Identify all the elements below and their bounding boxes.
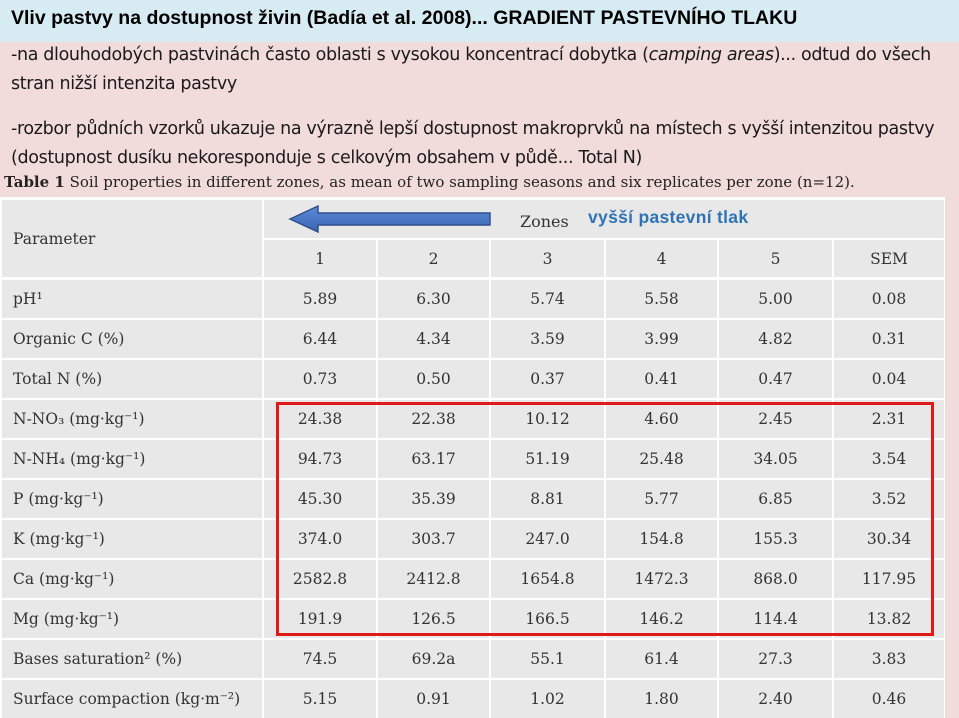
table-cell: 0.50 bbox=[378, 360, 489, 398]
row-label: Surface compaction (kg·m⁻²) bbox=[2, 680, 262, 718]
table-cell: 6.44 bbox=[264, 320, 376, 358]
table-cell: 69.2a bbox=[378, 640, 489, 678]
table-cell: 6.85 bbox=[719, 480, 832, 518]
paragraph-soil-analysis: -rozbor půdních vzorků ukazuje na výrazn… bbox=[11, 119, 935, 168]
table-cell: 374.0 bbox=[264, 520, 376, 558]
column-header: 4 bbox=[606, 240, 717, 277]
table-cell: 2.31 bbox=[834, 400, 944, 438]
table-caption: Table 1 Soil properties in different zon… bbox=[4, 173, 944, 195]
paragraph-camping-areas: -na dlouhodobých pastvinách často oblast… bbox=[11, 41, 951, 99]
table-cell: 74.5 bbox=[264, 640, 376, 678]
table-cell: 0.08 bbox=[834, 280, 944, 318]
row-label: K (mg·kg⁻¹) bbox=[2, 520, 262, 558]
table-cell: 45.30 bbox=[264, 480, 376, 518]
column-header: SEM bbox=[834, 240, 944, 277]
table-cell: 5.77 bbox=[606, 480, 717, 518]
table-cell: 3.83 bbox=[834, 640, 944, 678]
table-cell: 55.1 bbox=[491, 640, 604, 678]
table-cell: 3.59 bbox=[491, 320, 604, 358]
highlight-box bbox=[276, 402, 934, 636]
row-label: N-NH₄ (mg·kg⁻¹) bbox=[2, 440, 262, 478]
table-cell: 4.34 bbox=[378, 320, 489, 358]
table-cell: 0.41 bbox=[606, 360, 717, 398]
table-cell: 5.74 bbox=[491, 280, 604, 318]
table-cell: 8.81 bbox=[491, 480, 604, 518]
table-cell: 1.02 bbox=[491, 680, 604, 718]
table-cell: 247.0 bbox=[491, 520, 604, 558]
table-cell: 5.15 bbox=[264, 680, 376, 718]
paragraph1-italic: camping areas bbox=[648, 45, 774, 65]
row-label: Bases saturation² (%) bbox=[2, 640, 262, 678]
table-cell: 166.5 bbox=[491, 600, 604, 638]
table-cell: 0.91 bbox=[378, 680, 489, 718]
table-cell: 4.82 bbox=[719, 320, 832, 358]
table-cell: 114.4 bbox=[719, 600, 832, 638]
zones-header: Zones bbox=[520, 212, 569, 231]
table-cell: 1472.3 bbox=[606, 560, 717, 598]
table-cell: 30.34 bbox=[834, 520, 944, 558]
grazing-pressure-label: vyšší pastevní tlak bbox=[588, 207, 749, 227]
table-cell: 2.40 bbox=[719, 680, 832, 718]
table-cell: 27.3 bbox=[719, 640, 832, 678]
table-cell: 868.0 bbox=[719, 560, 832, 598]
table-cell: 35.39 bbox=[378, 480, 489, 518]
row-label: pH¹ bbox=[2, 280, 262, 318]
table-cell: 154.8 bbox=[606, 520, 717, 558]
table-cell: 3.54 bbox=[834, 440, 944, 478]
table-cell: 22.38 bbox=[378, 400, 489, 438]
table-caption-label: Table 1 bbox=[4, 173, 65, 191]
table-cell: 10.12 bbox=[491, 400, 604, 438]
table-cell: 0.37 bbox=[491, 360, 604, 398]
table-cell: 0.73 bbox=[264, 360, 376, 398]
table-cell: 1654.8 bbox=[491, 560, 604, 598]
column-header: 1 bbox=[264, 240, 376, 277]
table-cell: 0.04 bbox=[834, 360, 944, 398]
table-cell: 5.89 bbox=[264, 280, 376, 318]
table-cell: 0.31 bbox=[834, 320, 944, 358]
soil-properties-table: Parameter 1 2 3 4 5 SEM pH¹ 5.89 6.30 5.74 5.58 5.00… bbox=[0, 197, 945, 718]
table-cell: 61.4 bbox=[606, 640, 717, 678]
column-header: 3 bbox=[491, 240, 604, 277]
table-cell: 25.48 bbox=[606, 440, 717, 478]
table-cell: 63.17 bbox=[378, 440, 489, 478]
table-cell: 146.2 bbox=[606, 600, 717, 638]
table-cell: 6.30 bbox=[378, 280, 489, 318]
table-cell: 3.99 bbox=[606, 320, 717, 358]
column-header: 2 bbox=[378, 240, 489, 277]
table-cell: 4.60 bbox=[606, 400, 717, 438]
table-cell: 94.73 bbox=[264, 440, 376, 478]
table-cell: 117.95 bbox=[834, 560, 944, 598]
parameter-header: Parameter bbox=[2, 200, 262, 277]
row-label: N-NO₃ (mg·kg⁻¹) bbox=[2, 400, 262, 438]
table-cell: 155.3 bbox=[719, 520, 832, 558]
row-label: Mg (mg·kg⁻¹) bbox=[2, 600, 262, 638]
table-caption-text: Soil properties in different zones, as m… bbox=[69, 173, 855, 191]
table-cell: 24.38 bbox=[264, 400, 376, 438]
row-label: Ca (mg·kg⁻¹) bbox=[2, 560, 262, 598]
row-label: P (mg·kg⁻¹) bbox=[2, 480, 262, 518]
row-label: Total N (%) bbox=[2, 360, 262, 398]
table-cell: 2412.8 bbox=[378, 560, 489, 598]
table-cell: 13.82 bbox=[834, 600, 944, 638]
table-cell: 191.9 bbox=[264, 600, 376, 638]
table-cell: 2582.8 bbox=[264, 560, 376, 598]
table-cell: 1.80 bbox=[606, 680, 717, 718]
table-cell: 5.00 bbox=[719, 280, 832, 318]
paragraph1-text-b: )... odtud do všech stran nižší intenzit… bbox=[11, 45, 931, 94]
slide-title: Vliv pastvy na dostupnost živin (Badía e… bbox=[0, 0, 959, 42]
table-cell: 126.5 bbox=[378, 600, 489, 638]
table-cell: 0.47 bbox=[719, 360, 832, 398]
row-label: Organic C (%) bbox=[2, 320, 262, 358]
table-cell: 303.7 bbox=[378, 520, 489, 558]
table-cell: 51.19 bbox=[491, 440, 604, 478]
column-header: 5 bbox=[719, 240, 832, 277]
table-cell: 2.45 bbox=[719, 400, 832, 438]
paragraph1-text-a: -na dlouhodobých pastvinách často oblast… bbox=[11, 45, 649, 65]
table-cell: 34.05 bbox=[719, 440, 832, 478]
table-cell: 3.52 bbox=[834, 480, 944, 518]
table-cell: 5.58 bbox=[606, 280, 717, 318]
table-grid: Parameter 1 2 3 4 5 SEM pH¹ 5.89 6.30 5.74 5.58 5.00… bbox=[2, 200, 944, 718]
table-cell: 0.46 bbox=[834, 680, 944, 718]
grazing-pressure-arrow-icon bbox=[288, 204, 491, 234]
